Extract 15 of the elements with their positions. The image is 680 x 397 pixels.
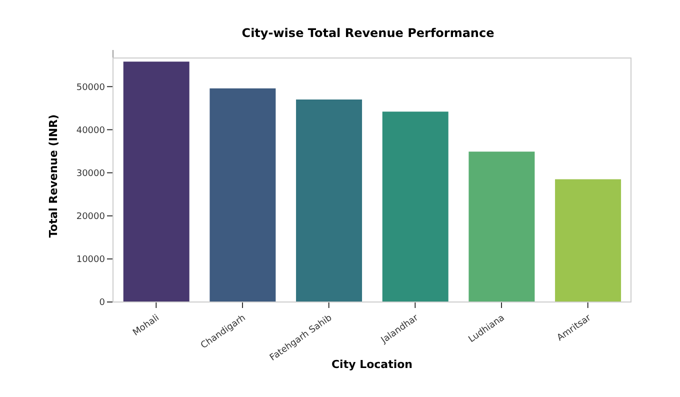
y-axis-title: Total Revenue (INR) xyxy=(46,114,60,238)
bar xyxy=(468,152,535,302)
bar xyxy=(210,88,276,302)
y-tick-label: 40000 xyxy=(76,126,106,136)
chart-title: City-wise Total Revenue Performance xyxy=(240,26,496,40)
bar xyxy=(123,62,190,302)
bar xyxy=(296,100,362,302)
bar xyxy=(382,112,448,302)
y-tick-label: 0 xyxy=(99,298,106,308)
y-tick-label: 50000 xyxy=(76,82,106,93)
y-tick-label: 30000 xyxy=(76,168,106,179)
bar xyxy=(555,179,622,302)
y-tick-label: 10000 xyxy=(76,255,106,266)
x-axis-title: City Location xyxy=(331,358,413,371)
y-tick-label: 20000 xyxy=(76,212,106,222)
